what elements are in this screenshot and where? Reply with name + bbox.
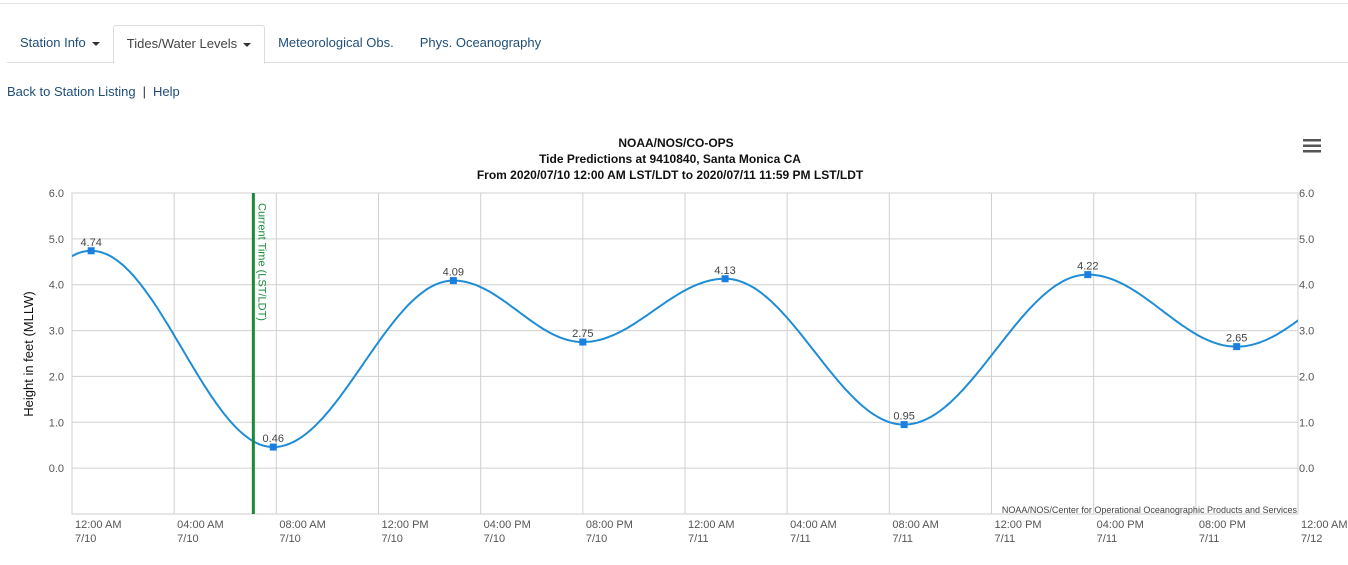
y-tick-label: 3.0 [49,326,64,338]
x-tick-label-date: 7/11 [790,533,811,545]
x-tick-label-date: 7/10 [75,533,96,545]
link-separator: | [142,84,147,99]
x-tick-label-time: 12:00 AM [75,519,121,531]
x-tick-label-time: 12:00 AM [1301,519,1347,531]
x-tick-label-time: 12:00 PM [382,519,429,531]
back-to-station-listing-link[interactable]: Back to Station Listing [7,84,136,99]
y-tick-label: 1.0 [49,417,64,429]
tab-tides-water-levels[interactable]: Tides/Water Levels [112,25,266,64]
tide-prediction-line [72,249,1298,448]
tab-label: Phys. Oceanography [419,35,542,50]
x-tick-label-time: 08:00 AM [279,519,325,531]
x-tick-label-time: 08:00 PM [586,519,633,531]
data-point-marker[interactable] [1233,343,1241,351]
chart-title: NOAA/NOS/CO-OPS [618,136,733,150]
data-label: 4.74 [80,237,101,249]
tab-label: Meteorological Obs. [278,35,394,50]
y-tick-label: 5.0 [49,234,64,246]
y-tick-label: 2.0 [49,371,64,383]
x-tick-label-date: 7/11 [995,533,1016,545]
current-time-label: Current Time (LST/LDT) [255,203,267,321]
x-tick-label-date: 7/10 [279,533,300,545]
y-tick-label-right: 4.0 [1299,280,1314,292]
data-label: 4.09 [443,267,464,279]
y-tick-label: 6.0 [49,188,64,200]
data-point-marker[interactable] [721,275,729,283]
data-point-marker[interactable] [900,421,908,429]
x-tick-label-date: 7/10 [177,533,198,545]
x-tick-label-date: 7/10 [586,533,607,545]
y-axis-title: Height in feet (MLLW) [21,291,36,416]
tab-label: Station Info [20,35,86,50]
y-tick-label-right: 5.0 [1299,234,1314,246]
data-label: 0.46 [263,433,284,445]
x-tick-label-date: 7/11 [892,533,913,545]
caret-down-icon [243,42,252,47]
y-tick-label-right: 3.0 [1299,326,1314,338]
x-tick-label-time: 04:00 PM [484,519,531,531]
x-tick-label-time: 04:00 AM [790,519,836,531]
data-point-marker[interactable] [579,338,587,346]
x-tick-label-time: 12:00 AM [688,519,734,531]
y-tick-label-right: 6.0 [1299,188,1314,200]
nav-links: Back to Station Listing | Help [7,84,180,99]
tab-bar: Station Info Tides/Water Levels Meteorolog… [7,25,1348,64]
tab-meteorological-obs[interactable]: Meteorological Obs. [265,25,407,61]
data-point-marker[interactable] [1084,271,1092,279]
chart-credits: NOAA/NOS/Center for Operational Oceanogr… [1002,505,1298,515]
data-point-marker[interactable] [87,247,95,255]
data-label: 0.95 [893,411,914,423]
caret-down-icon [91,41,100,46]
chart-subtitle-2: From 2020/07/10 12:00 AM LST/LDT to 2020… [477,168,864,182]
top-divider [0,3,1348,4]
help-link[interactable]: Help [153,84,180,99]
x-tick-label-date: 7/11 [1199,533,1220,545]
x-tick-label-date: 7/11 [688,533,709,545]
x-tick-label-date: 7/12 [1301,533,1322,545]
data-label: 4.22 [1077,261,1098,273]
data-label: 2.75 [572,328,593,340]
x-tick-label-time: 12:00 PM [995,519,1042,531]
x-tick-label-time: 04:00 PM [1097,519,1144,531]
data-label: 2.65 [1226,333,1247,345]
y-tick-label-right: 1.0 [1299,417,1314,429]
data-label: 4.13 [714,265,735,277]
x-tick-label-date: 7/10 [382,533,403,545]
x-tick-label-time: 08:00 AM [892,519,938,531]
data-point-marker[interactable] [269,443,277,451]
data-point-marker[interactable] [449,277,457,285]
x-tick-label-date: 7/10 [484,533,505,545]
tab-phys-oceanography[interactable]: Phys. Oceanography [407,25,554,61]
tab-label: Tides/Water Levels [126,36,238,51]
y-tick-label: 4.0 [49,280,64,292]
y-tick-label-right: 2.0 [1299,371,1314,383]
tab-station-info[interactable]: Station Info [7,25,113,61]
hamburger-menu-icon[interactable] [1302,138,1322,156]
chart-subtitle-1: Tide Predictions at 9410840, Santa Monic… [539,152,801,166]
x-tick-label-time: 08:00 PM [1199,519,1246,531]
y-tick-label-right: 0.0 [1299,463,1314,475]
y-tick-label: 0.0 [49,463,64,475]
x-tick-label-date: 7/11 [1097,533,1118,545]
x-tick-label-time: 04:00 AM [177,519,223,531]
